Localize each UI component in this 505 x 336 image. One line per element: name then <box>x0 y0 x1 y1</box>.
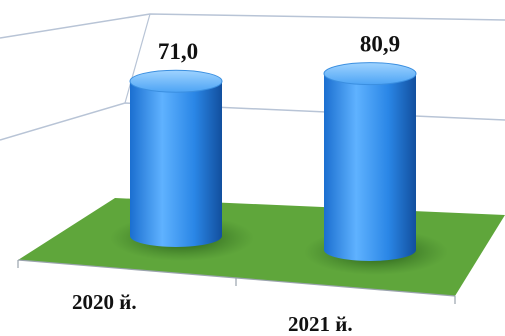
gridline <box>0 13 505 39</box>
data-labels: 71,0 80,9 <box>158 32 400 65</box>
bars <box>110 62 448 275</box>
data-label: 80,9 <box>360 32 400 57</box>
category-label: 2020 й. <box>72 290 137 314</box>
category-labels: 2020 й. 2021 й. <box>72 290 353 336</box>
bar-top <box>129 69 223 93</box>
category-label: 2021 й. <box>288 312 353 336</box>
gridline <box>0 102 505 141</box>
cylinder-bar <box>304 62 448 275</box>
bar-top <box>323 62 417 86</box>
cylinder-bar <box>110 69 254 261</box>
bar-body <box>324 73 416 261</box>
data-label: 71,0 <box>158 39 198 64</box>
gridlines <box>0 13 505 141</box>
gridline-vertical <box>124 13 151 104</box>
bar-body <box>130 81 222 247</box>
